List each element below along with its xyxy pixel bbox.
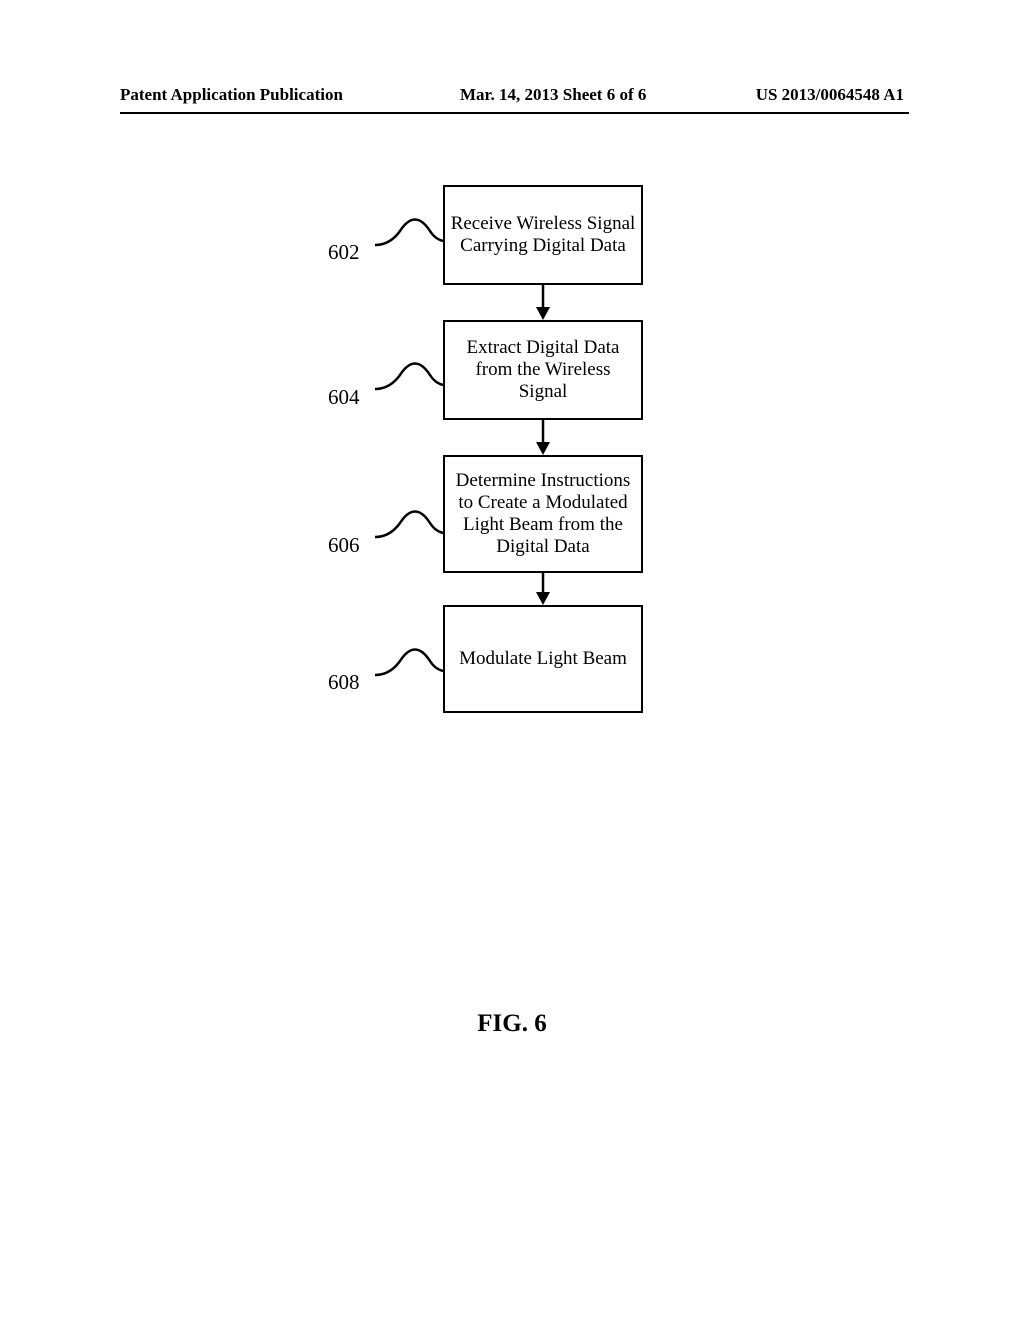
flowchart-ref-606: 606 [328,533,360,558]
flowchart-node-604: Extract Digital Data from the Wireless S… [443,320,643,420]
header-divider [120,112,909,114]
connector-curve-604 [375,357,455,417]
arrow-1 [533,285,553,320]
flowchart-ref-604: 604 [328,385,360,410]
connector-curve-602 [375,213,455,273]
flowchart-ref-602: 602 [328,240,360,265]
flowchart-node-label: Determine Instructions to Create a Modul… [450,470,636,558]
flowchart-ref-608: 608 [328,670,360,695]
header-date-sheet: Mar. 14, 2013 Sheet 6 of 6 [460,85,646,105]
figure-label: FIG. 6 [0,1010,1024,1038]
arrow-3 [533,573,553,605]
connector-curve-608 [375,643,455,703]
flowchart-node-606: Determine Instructions to Create a Modul… [443,455,643,573]
header-patent-number: US 2013/0064548 A1 [756,85,904,105]
header-publication-label: Patent Application Publication [120,85,343,105]
flowchart-node-label: Extract Digital Data from the Wireless S… [450,337,636,403]
flowchart-node-label: Modulate Light Beam [459,648,627,670]
connector-curve-606 [375,505,455,565]
flowchart-node-608: Modulate Light Beam [443,605,643,713]
flowchart-node-label: Receive Wireless Signal Carrying Digital… [450,213,636,257]
flowchart-node-602: Receive Wireless Signal Carrying Digital… [443,185,643,285]
arrow-2 [533,420,553,455]
